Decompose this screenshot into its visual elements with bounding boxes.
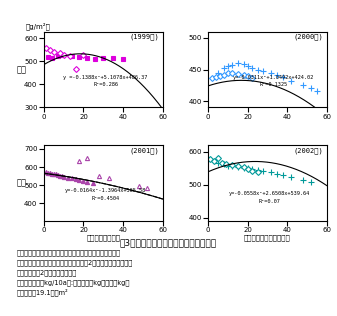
Text: 本田施肂（窒素kg/10a）:基肂２～４kg＋窂肂３kg。: 本田施肂（窒素kg/10a）:基肂２～４kg＋窂肂３kg。 xyxy=(17,280,130,286)
Text: グマット苗の2次回帰式を示す。: グマット苗の2次回帰式を示す。 xyxy=(17,270,77,276)
Text: R²=0.4504: R²=0.4504 xyxy=(92,196,120,201)
X-axis label: 嵪刷地点の欠株率: 嵪刷地点の欠株率 xyxy=(86,235,120,241)
Text: R²=0.1325: R²=0.1325 xyxy=(259,82,287,87)
Text: R²=0.07: R²=0.07 xyxy=(259,199,281,204)
Text: 栓植株数：19.1株／m²: 栓植株数：19.1株／m² xyxy=(17,289,69,296)
Text: R²=0.286: R²=0.286 xyxy=(93,82,118,87)
Y-axis label: 収量: 収量 xyxy=(16,179,26,188)
Text: y=-0.0311x²+1.0492x+424.02: y=-0.0311x²+1.0492x+424.02 xyxy=(233,75,314,80)
Text: 嘶3　嵪刷地点の欠株率と收量との関係: 嘶3 嵪刷地点の欠株率と收量との関係 xyxy=(120,238,217,247)
Text: (2001年): (2001年) xyxy=(129,148,159,154)
Text: (1999年): (1999年) xyxy=(129,34,159,40)
X-axis label: 嵪刷地点の欠株率（％）: 嵪刷地点の欠株率（％） xyxy=(244,235,291,241)
Text: (2002年): (2002年) xyxy=(294,148,323,154)
Text: y =-0.1388x²+5.1078x+486.37: y =-0.1388x²+5.1078x+486.37 xyxy=(63,75,148,80)
Text: y=-0.0164x²-1.3964x+565.58: y=-0.0164x²-1.3964x+565.58 xyxy=(65,188,146,193)
Y-axis label: 収量: 収量 xyxy=(16,65,26,74)
Text: (2000年): (2000年) xyxy=(294,34,323,40)
Text: 黒抜きの点はロングマット苗、白抜きの点は土付苗、実線: 黒抜きの点はロングマット苗、白抜きの点は土付苗、実線 xyxy=(17,249,121,256)
Text: （g/m²）: （g/m²） xyxy=(26,22,51,30)
Text: y=-0.0558x²+2.6508x+539.64: y=-0.0558x²+2.6508x+539.64 xyxy=(229,191,310,197)
Text: は、ロングマット苗　の、点線は全体の2次回帰曲線、式はロン: は、ロングマット苗 の、点線は全体の2次回帰曲線、式はロン xyxy=(17,259,133,266)
